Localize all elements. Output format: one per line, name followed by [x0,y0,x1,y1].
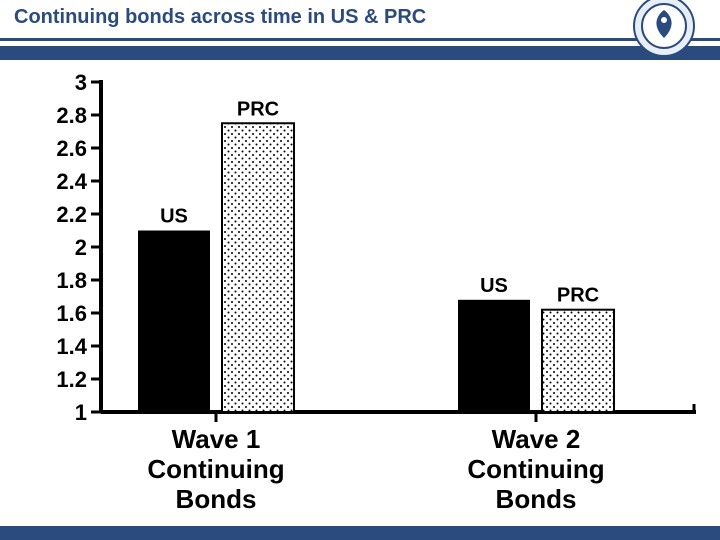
x-axis-label: Bonds [496,484,577,514]
svg-text:1.4: 1.4 [56,334,87,359]
svg-text:2: 2 [75,235,87,260]
bar-label: US [480,275,508,297]
logo-icon [632,0,696,58]
svg-text:1.8: 1.8 [56,268,87,293]
institution-logo [632,0,696,58]
bar-chart: 32.82.62.42.221.81.61.41.21USPRCWave 1Co… [6,62,714,527]
bottom-strip [0,526,720,540]
svg-text:2.6: 2.6 [56,136,87,161]
x-axis-label: Bonds [176,484,257,514]
x-axis-label: Continuing [467,454,604,484]
svg-text:2.2: 2.2 [56,202,87,227]
title-rule [0,38,720,41]
bar-Wave1-US [138,231,210,413]
svg-text:2.8: 2.8 [56,103,87,128]
svg-text:1: 1 [75,400,87,425]
bar-label: PRC [237,98,279,120]
bar-Wave1-PRC [222,123,294,412]
svg-text:1.6: 1.6 [56,301,87,326]
slide-root: Continuing bonds across time in US & PRC… [0,0,720,540]
svg-text:1.2: 1.2 [56,367,87,392]
svg-text:3: 3 [75,70,87,95]
chart-area: 32.82.62.42.221.81.61.41.21USPRCWave 1Co… [6,62,714,527]
title-strip [0,46,720,60]
bar-label: US [160,206,188,228]
bar-label: PRC [557,285,599,307]
x-axis-label: Wave 2 [492,424,581,454]
slide-title: Continuing bonds across time in US & PRC [14,6,426,29]
x-axis-label: Wave 1 [172,424,261,454]
bar-Wave2-PRC [542,310,614,412]
svg-text:2.4: 2.4 [56,169,87,194]
title-area: Continuing bonds across time in US & PRC [0,0,720,60]
bar-Wave2-US [458,300,530,412]
x-axis-label: Continuing [147,454,284,484]
